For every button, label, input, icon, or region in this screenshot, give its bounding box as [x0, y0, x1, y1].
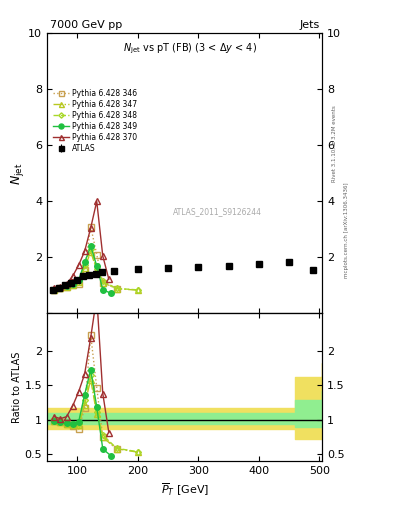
Pythia 6.428 348 [82, 262, 87, 268]
Pythia 6.428 347 [70, 282, 75, 288]
Pythia 6.428 370 [107, 276, 111, 282]
Pythia 6.428 370 [52, 285, 57, 291]
Pythia 6.428 349 [52, 287, 57, 293]
Text: ATLAS_2011_S9126244: ATLAS_2011_S9126244 [173, 207, 262, 216]
Pythia 6.428 370 [88, 225, 93, 231]
Pythia 6.428 349 [88, 243, 93, 249]
Pythia 6.428 346 [52, 287, 57, 293]
Pythia 6.428 347 [58, 285, 63, 291]
Text: $N_\mathrm{jet}$ vs pT (FB) (3 < $\Delta y$ < 4): $N_\mathrm{jet}$ vs pT (FB) (3 < $\Delta… [123, 41, 257, 56]
Pythia 6.428 370 [58, 284, 63, 290]
Pythia 6.428 370 [101, 253, 105, 259]
Pythia 6.428 349 [76, 278, 81, 284]
Pythia 6.428 346 [88, 223, 93, 229]
Pythia 6.428 348 [94, 266, 99, 272]
Pythia 6.428 349 [64, 284, 69, 290]
Pythia 6.428 347 [94, 267, 99, 273]
Pythia 6.428 347 [52, 287, 57, 293]
Pythia 6.428 347 [88, 249, 93, 255]
Line: Pythia 6.428 348: Pythia 6.428 348 [52, 247, 140, 292]
Pythia 6.428 348 [64, 284, 69, 290]
Pythia 6.428 348 [101, 278, 105, 284]
Pythia 6.428 348 [88, 246, 93, 252]
Pythia 6.428 349 [94, 263, 99, 269]
Text: 7000 GeV pp: 7000 GeV pp [50, 20, 122, 31]
X-axis label: $\overline{P}_T$ [GeV]: $\overline{P}_T$ [GeV] [161, 481, 209, 498]
Pythia 6.428 349 [108, 290, 113, 296]
Line: Pythia 6.428 347: Pythia 6.428 347 [51, 249, 141, 293]
Pythia 6.428 348 [52, 287, 57, 293]
Pythia 6.428 346 [64, 284, 69, 290]
Line: Pythia 6.428 346: Pythia 6.428 346 [51, 224, 119, 292]
Pythia 6.428 348 [114, 285, 119, 291]
Pythia 6.428 347 [76, 279, 81, 285]
Y-axis label: $N_\mathrm{jet}$: $N_\mathrm{jet}$ [9, 162, 26, 184]
Pythia 6.428 347 [101, 280, 105, 286]
Pythia 6.428 370 [76, 262, 81, 268]
Text: Jets: Jets [299, 20, 320, 31]
Pythia 6.428 346 [82, 267, 87, 273]
Pythia 6.428 349 [82, 260, 87, 266]
Legend: Pythia 6.428 346, Pythia 6.428 347, Pythia 6.428 348, Pythia 6.428 349, Pythia 6: Pythia 6.428 346, Pythia 6.428 347, Pyth… [51, 88, 139, 154]
Pythia 6.428 346 [101, 280, 105, 286]
Y-axis label: Ratio to ATLAS: Ratio to ATLAS [12, 351, 22, 423]
Pythia 6.428 346 [58, 285, 63, 291]
Pythia 6.428 349 [70, 281, 75, 287]
Pythia 6.428 346 [114, 286, 119, 292]
Pythia 6.428 346 [94, 251, 99, 258]
Pythia 6.428 349 [58, 285, 63, 291]
Pythia 6.428 347 [114, 286, 119, 292]
Pythia 6.428 348 [76, 278, 81, 284]
Pythia 6.428 370 [94, 198, 99, 204]
Pythia 6.428 347 [136, 287, 140, 293]
Pythia 6.428 349 [101, 287, 105, 293]
Pythia 6.428 348 [58, 285, 63, 291]
Pythia 6.428 348 [136, 287, 140, 293]
Text: Rivet 3.1.10, ≥ 3.2M events: Rivet 3.1.10, ≥ 3.2M events [332, 105, 337, 182]
Pythia 6.428 347 [64, 284, 69, 290]
Pythia 6.428 346 [70, 282, 75, 288]
Pythia 6.428 347 [82, 265, 87, 271]
Pythia 6.428 346 [76, 281, 81, 287]
Line: Pythia 6.428 370: Pythia 6.428 370 [51, 199, 112, 291]
Line: Pythia 6.428 349: Pythia 6.428 349 [51, 243, 114, 296]
Pythia 6.428 370 [82, 248, 87, 254]
Pythia 6.428 348 [70, 281, 75, 287]
Text: mcplots.cern.ch [arXiv:1306.3436]: mcplots.cern.ch [arXiv:1306.3436] [344, 183, 349, 278]
Pythia 6.428 370 [64, 281, 69, 287]
Pythia 6.428 370 [70, 273, 75, 280]
